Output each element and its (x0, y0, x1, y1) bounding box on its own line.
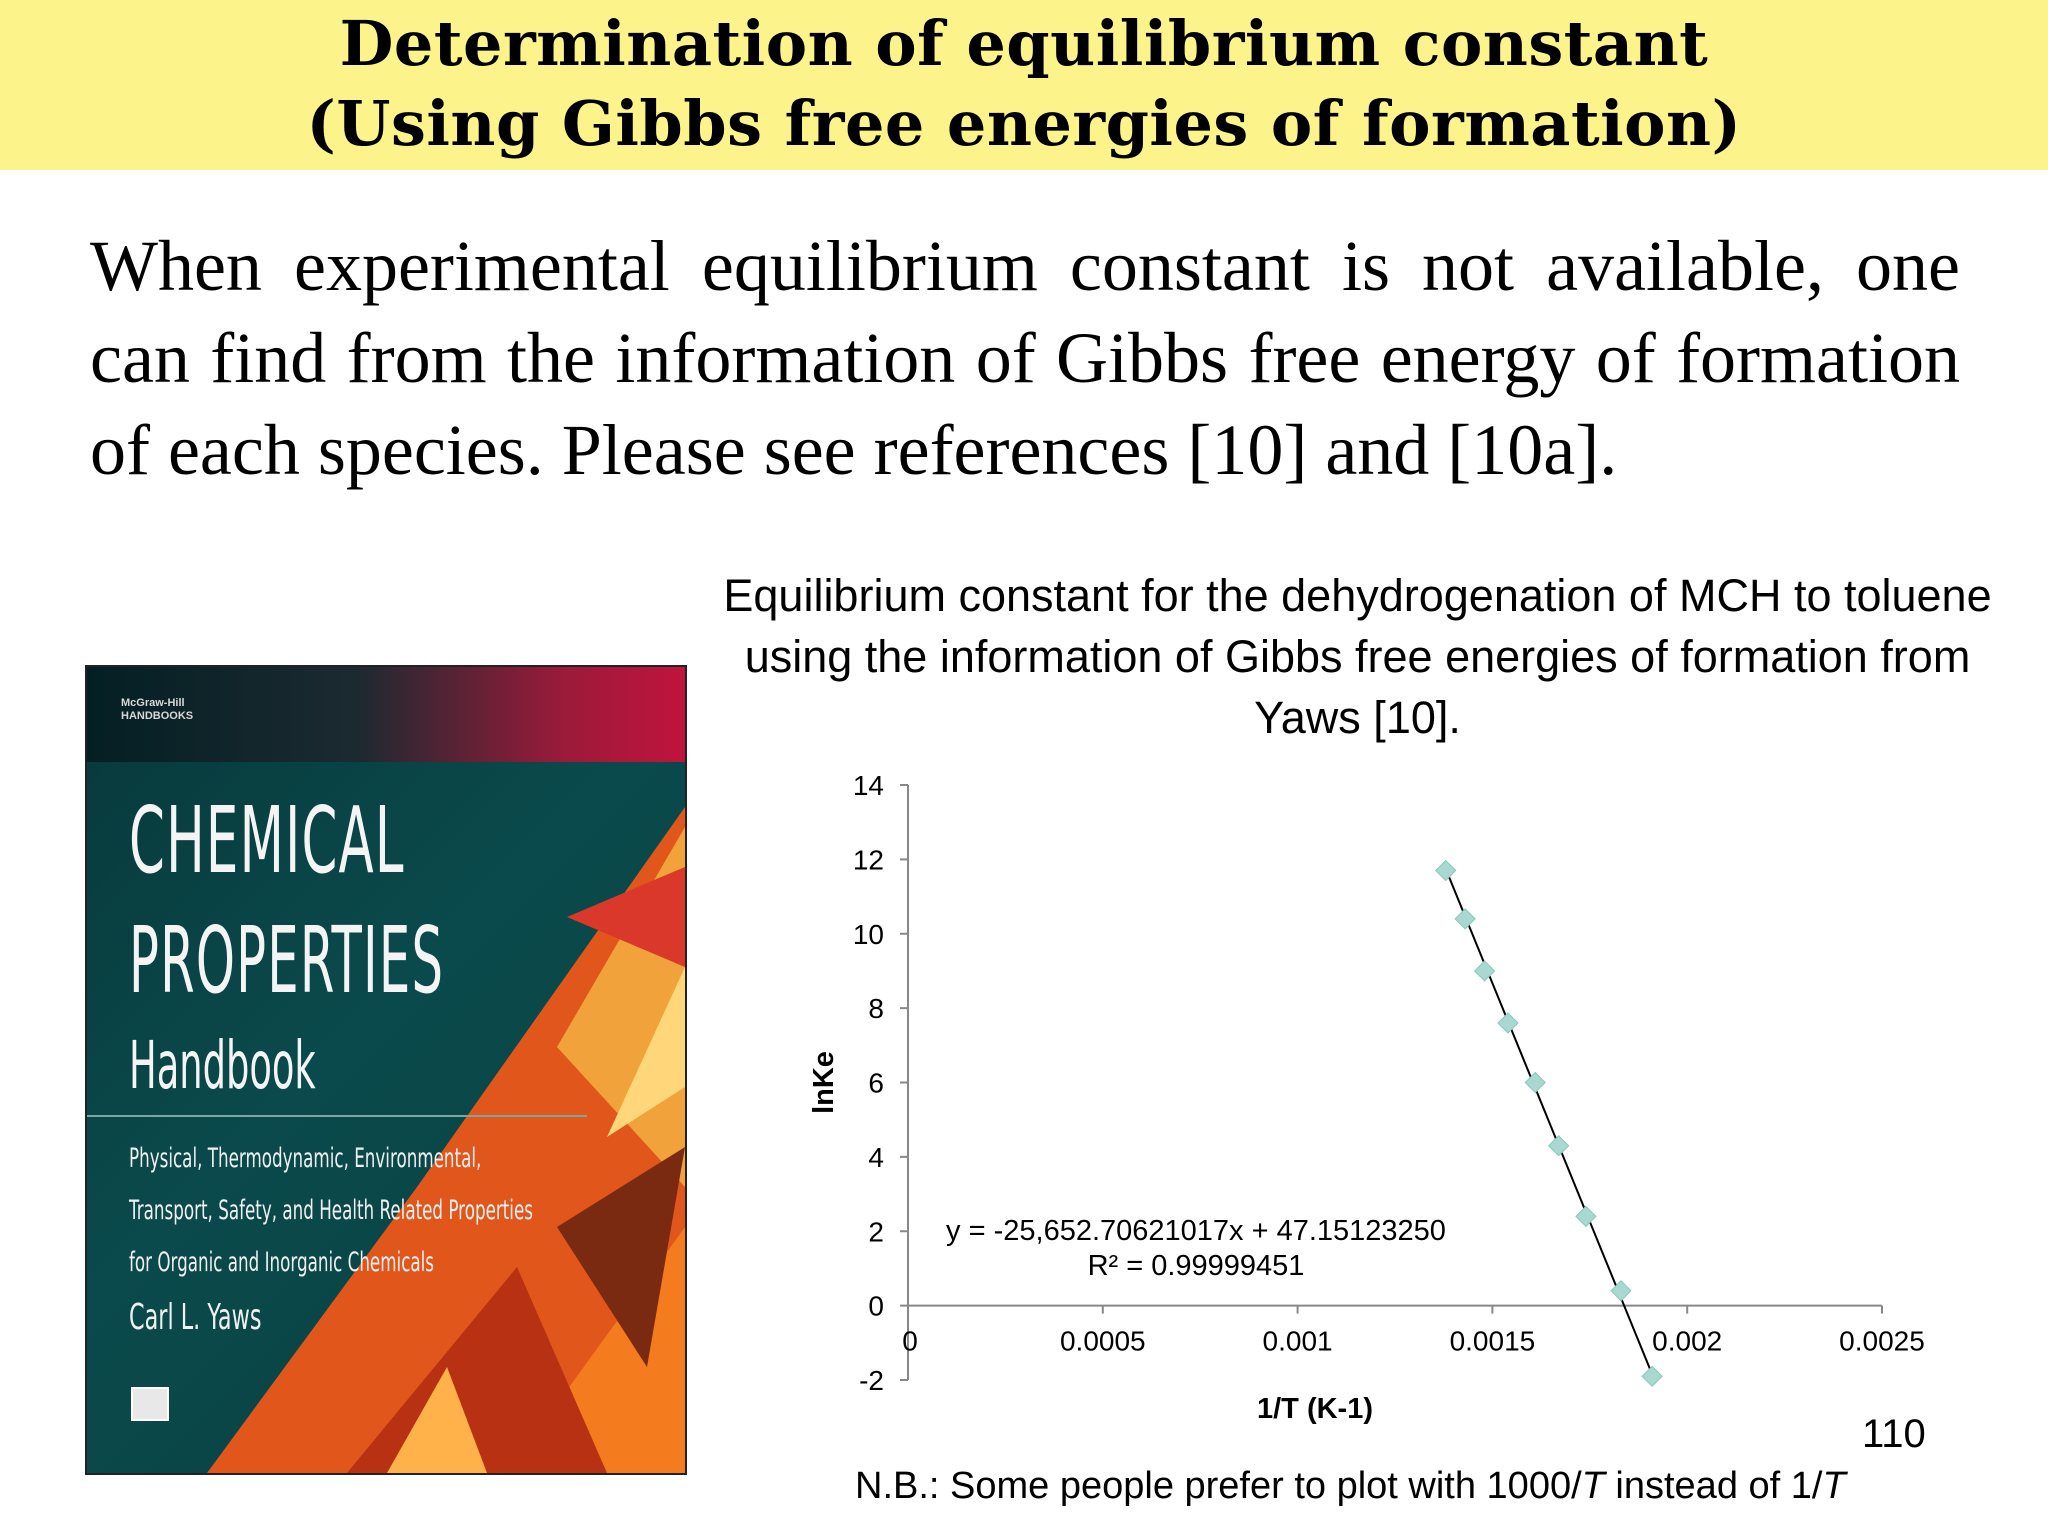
x-tick-label: 0.0025 (1839, 1326, 1925, 1357)
body-paragraph: When experimental equilibrium constant i… (90, 226, 1960, 490)
book-subtitle: Physical, Thermodynamic, Environmental, … (129, 1133, 551, 1289)
footnote: N.B.: Some people prefer to plot with 10… (855, 1462, 1846, 1510)
book-subtitle-line-2: Transport, Safety, and Health Related Pr… (129, 1195, 533, 1226)
data-point (1497, 1012, 1519, 1034)
book-cover-art (207, 807, 685, 1473)
y-tick-label: 14 (853, 770, 884, 801)
book-author: Carl L. Yaws (129, 1297, 262, 1338)
y-tick-label: 0 (868, 1291, 884, 1322)
title-line-2: (Using Gibbs free energies of formation) (306, 87, 1742, 160)
page-number: 110 (1862, 1412, 1926, 1456)
book-title-line-3: Handbook (129, 1027, 316, 1104)
data-point (1641, 1365, 1663, 1387)
x-tick-label: 0.0005 (1060, 1326, 1146, 1357)
footnote-italic-t2: T (1822, 1465, 1846, 1507)
trendline-equation: y = -25,652.70621017x + 47.15123250 (946, 1215, 1446, 1247)
y-tick-label: 4 (868, 1142, 884, 1173)
x-axis-label: 1/T (K-1) (1257, 1393, 1373, 1425)
y-tick-label: 12 (853, 844, 884, 875)
footnote-prefix: N.B.: Some people prefer to plot with 10… (855, 1465, 1582, 1507)
slide-header: Determination of equilibrium constant (U… (0, 0, 2048, 170)
y-tick-label: 10 (853, 919, 884, 950)
data-point (1434, 859, 1457, 882)
data-point (1575, 1205, 1597, 1228)
footnote-italic-t1: T (1581, 1465, 1605, 1507)
y-tick-label: 8 (868, 993, 884, 1024)
y-tick-label: 2 (868, 1216, 884, 1247)
book-title-line-1: CHEMICAL (129, 787, 405, 894)
y-tick-label: -2 (859, 1365, 884, 1396)
book-title-line-2: PROPERTIES (129, 907, 445, 1014)
book-divider (87, 1115, 587, 1117)
book-publisher: McGraw-Hill HANDBOOKS (121, 697, 194, 722)
y-axis-label: lnKe (808, 1051, 840, 1114)
x-tick-label: 0.001 (1263, 1326, 1333, 1357)
book-subtitle-line-1: Physical, Thermodynamic, Environmental, (129, 1143, 482, 1174)
publisher-logo-icon (131, 1387, 169, 1421)
data-point (1454, 908, 1476, 930)
data-point (1547, 1135, 1570, 1157)
book-top-band (87, 667, 685, 762)
book-subtitle-line-3: for Organic and Inorganic Chemicals (129, 1247, 435, 1278)
x-tick-label: 0.002 (1652, 1326, 1722, 1357)
title-line-1: Determination of equilibrium constant (339, 7, 1709, 80)
book-cover-image: McGraw-Hill HANDBOOKS CHEMICAL PROPERTIE… (85, 665, 687, 1475)
x-tick-label: 0 (902, 1326, 918, 1357)
y-tick-label: 6 (868, 1068, 884, 1099)
data-point (1610, 1280, 1632, 1302)
data-point (1524, 1071, 1546, 1094)
r-squared-label: R² = 0.99999451 (1088, 1250, 1305, 1282)
chart-caption: Equilibrium constant for the dehydrogena… (723, 570, 1992, 743)
x-tick-label: 0.0015 (1450, 1326, 1536, 1357)
data-point (1473, 960, 1496, 982)
footnote-middle: instead of 1/ (1604, 1465, 1823, 1507)
